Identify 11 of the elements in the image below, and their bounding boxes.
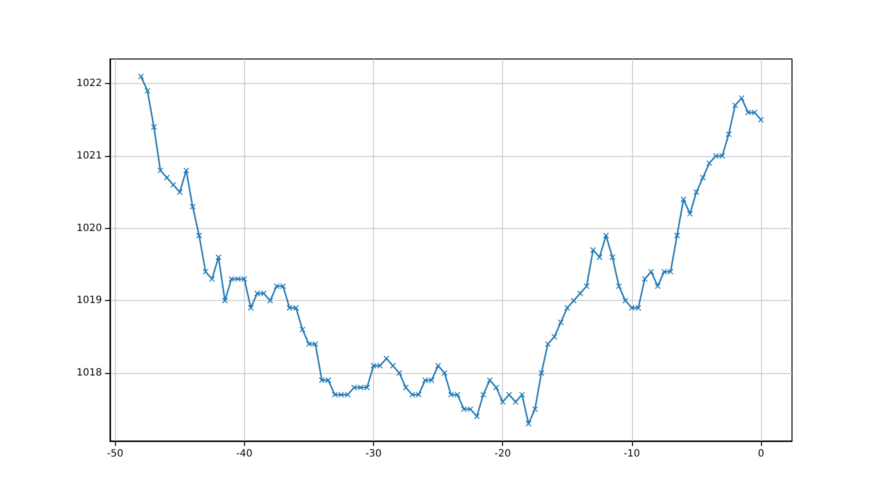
x-tick-label: -50: [106, 448, 124, 460]
y-tick-label: 1021: [76, 150, 102, 162]
x-tick-label: -40: [236, 448, 253, 460]
x-tick-label: -10: [624, 448, 640, 460]
y-tick-label: 1019: [76, 295, 102, 306]
x-tick-label: 0: [758, 448, 764, 460]
x-tick-label: -20: [494, 448, 511, 460]
y-tick-label: 1018: [76, 367, 102, 378]
x-tick-label: -30: [365, 448, 382, 460]
y-tick-label: 1022: [76, 78, 102, 90]
y-tick-label: 1020: [76, 222, 102, 234]
